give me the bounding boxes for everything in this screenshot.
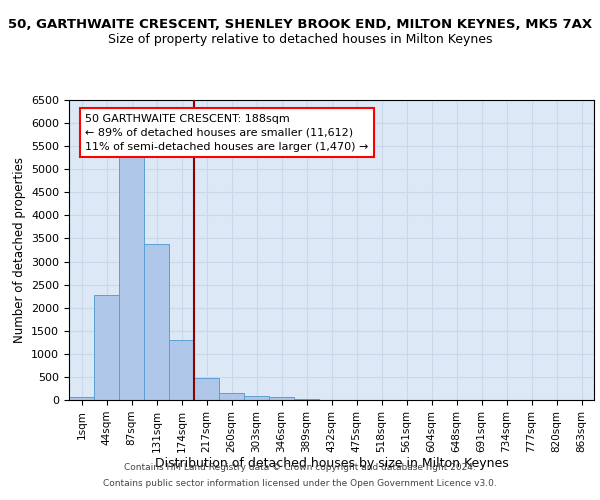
Y-axis label: Number of detached properties: Number of detached properties [13,157,26,343]
Bar [69,397,94,400]
Text: Contains HM Land Registry data © Crown copyright and database right 2024.: Contains HM Land Registry data © Crown c… [124,464,476,472]
Bar [269,398,294,400]
Text: Contains public sector information licensed under the Open Government Licence v3: Contains public sector information licen… [103,478,497,488]
Bar [94,295,119,400]
Text: Size of property relative to detached houses in Milton Keynes: Size of property relative to detached ho… [108,32,492,46]
X-axis label: Distribution of detached houses by size in Milton Keynes: Distribution of detached houses by size … [155,458,508,470]
Bar [244,396,269,400]
Bar [219,392,244,400]
Bar [144,244,169,400]
Text: 50 GARTHWAITE CRESCENT: 188sqm
← 89% of detached houses are smaller (11,612)
11%: 50 GARTHWAITE CRESCENT: 188sqm ← 89% of … [85,114,368,152]
Bar [119,150,144,400]
Bar [294,398,319,400]
Text: 50, GARTHWAITE CRESCENT, SHENLEY BROOK END, MILTON KEYNES, MK5 7AX: 50, GARTHWAITE CRESCENT, SHENLEY BROOK E… [8,18,592,30]
Bar [194,378,219,400]
Bar [169,340,194,400]
